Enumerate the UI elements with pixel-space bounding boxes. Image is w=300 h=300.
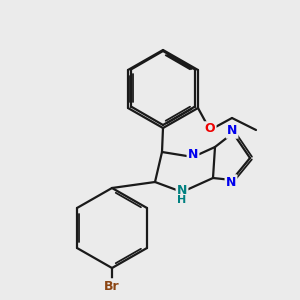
Text: O: O [205, 122, 215, 136]
Text: Br: Br [104, 280, 120, 292]
Text: N: N [188, 148, 198, 160]
Text: N: N [226, 176, 236, 188]
Text: N: N [177, 184, 187, 196]
Text: N: N [227, 124, 237, 137]
Text: H: H [177, 195, 187, 205]
